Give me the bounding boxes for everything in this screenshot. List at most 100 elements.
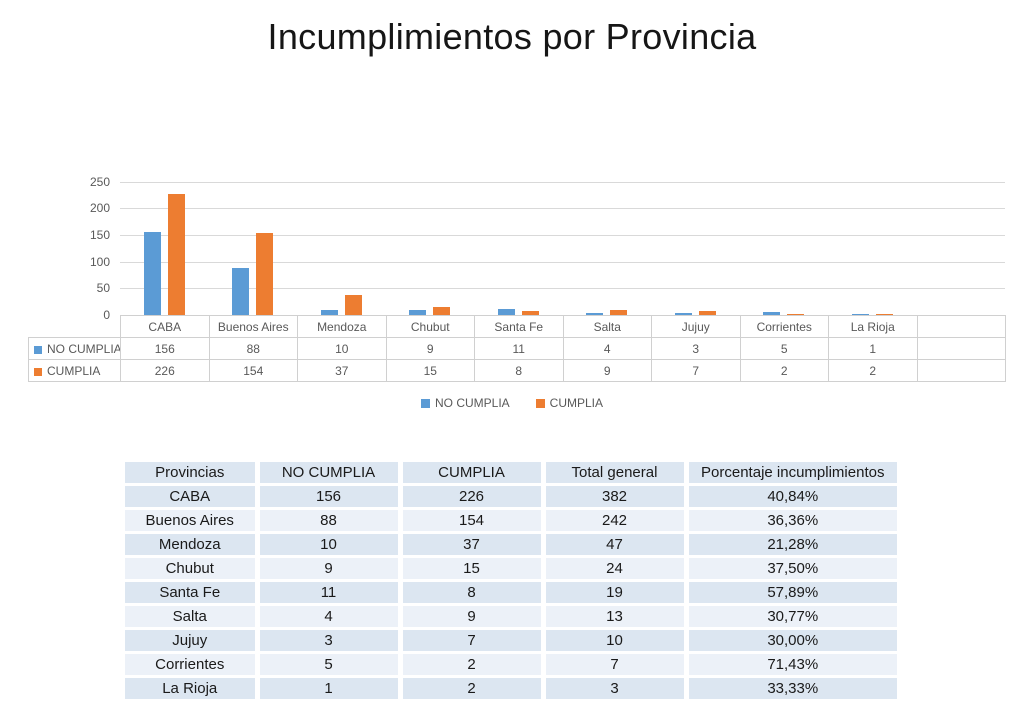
bar-cumplia-mendoza: [344, 295, 362, 315]
gridline: [120, 181, 1005, 183]
summary-cell: 4: [257, 604, 403, 630]
x-axis-category: Mendoza: [297, 315, 387, 338]
legend-label: NO CUMPLIA: [434, 396, 510, 410]
summary-row-salta: Salta 4 9 13 30,77%: [125, 604, 897, 630]
value-cell: 4: [562, 337, 652, 360]
x-axis-category-row: CABA Buenos Aires Mendoza Chubut Santa Fe Sal…: [29, 315, 1006, 338]
legend-label: CUMPLIA: [549, 396, 604, 410]
value-cell: 10: [297, 337, 387, 360]
value-cell: 7: [651, 359, 741, 382]
bar-no-cumplia-jujuy: [674, 313, 692, 315]
bar-no-cumplia-mendoza: [320, 309, 338, 315]
summary-cell: 10: [257, 532, 403, 558]
value-cell: 1: [828, 337, 918, 360]
bar-no-cumplia-salta: [586, 312, 604, 315]
summary-cell: 242: [543, 508, 689, 534]
summary-cell: 30,77%: [686, 604, 897, 630]
x-axis-category: La Rioja: [828, 315, 918, 338]
value-cell: 11: [474, 337, 564, 360]
x-axis-category: Salta: [562, 315, 652, 338]
summary-row-caba: CABA 156 226 382 40,84%: [125, 484, 897, 510]
x-axis-category: Buenos Aires: [208, 315, 298, 338]
summary-row-santa-fe: Santa Fe 11 8 19 57,89%: [125, 580, 897, 606]
chart-legend: NO CUMPLIA CUMPLIA: [0, 394, 1024, 412]
value-cell: [916, 337, 1006, 360]
summary-cell: Salta: [125, 604, 260, 630]
legend-key-icon: [34, 367, 42, 376]
summary-cell: 15: [400, 556, 546, 582]
summary-cell: 57,89%: [686, 580, 897, 606]
summary-cell: 226: [400, 484, 546, 510]
summary-cell: Mendoza: [125, 532, 260, 558]
summary-header-cell: CUMPLIA: [400, 462, 546, 486]
data-table-row-cumplia: CUMPLIA 226 154 37 15 8 9 7 2 2: [28, 359, 1006, 382]
summary-cell: 88: [257, 508, 403, 534]
bar-no-cumplia-buenos-aires: [232, 268, 250, 315]
page-title: Incumplimientos por Provincia: [267, 16, 757, 57]
value-cell: 9: [562, 359, 652, 382]
summary-cell: Chubut: [125, 556, 260, 582]
summary-cell: 382: [543, 484, 689, 510]
summary-table: Provincias NO CUMPLIA CUMPLIA Total general…: [125, 462, 897, 702]
summary-header-row: Provincias NO CUMPLIA CUMPLIA Total general…: [125, 462, 897, 486]
summary-cell: 71,43%: [686, 652, 897, 678]
summary-cell: 2: [400, 676, 546, 702]
legend-swatch-icon: [535, 398, 545, 408]
gridline: [120, 261, 1005, 263]
chart-data-table: CABA Buenos Aires Mendoza Chubut Santa Fe Sal…: [28, 315, 1006, 382]
gridline: [120, 208, 1005, 210]
bar-cumplia-buenos-aires: [256, 232, 274, 315]
summary-row-la-rioja: La Rioja 1 2 3 33,33%: [125, 676, 897, 702]
y-axis-tick-label: 50: [96, 281, 110, 296]
value-cell: [916, 359, 1006, 382]
summary-cell: 1: [257, 676, 403, 702]
bar-no-cumplia-santa-fe: [497, 309, 515, 315]
series-label-cumplia: CUMPLIA: [28, 359, 121, 382]
bar-no-cumplia-corrientes: [763, 312, 781, 315]
bar-cumplia-santa-fe: [521, 310, 539, 315]
summary-cell: CABA: [125, 484, 260, 510]
summary-cell: 3: [257, 628, 403, 654]
summary-cell: Jujuy: [125, 628, 260, 654]
value-cell: 5: [739, 337, 829, 360]
y-axis-tick-label: 0: [103, 308, 110, 322]
data-table-row-no-cumplia: NO CUMPLIA 156 88 10 9 11 4 3 5 1: [28, 337, 1006, 360]
x-axis-category: Jujuy: [651, 315, 741, 338]
bar-cumplia-caba: [167, 194, 185, 315]
value-cell: 156: [120, 337, 210, 360]
summary-header-cell: Provincias: [125, 462, 260, 486]
y-axis-tick-label: 200: [89, 201, 110, 216]
y-axis-tick-label: 150: [89, 227, 110, 242]
legend-item-no-cumplia: NO CUMPLIA: [420, 396, 510, 410]
summary-header-cell: NO CUMPLIA: [257, 462, 403, 486]
summary-cell: 19: [543, 580, 689, 606]
axis-corner: [29, 316, 121, 338]
value-cell: 15: [385, 359, 475, 382]
summary-cell: 156: [257, 484, 403, 510]
summary-cell: 30,00%: [686, 628, 897, 654]
summary-cell: 154: [400, 508, 546, 534]
value-cell: 88: [208, 337, 298, 360]
bar-cumplia-salta: [610, 310, 628, 315]
summary-cell: 3: [543, 676, 689, 702]
summary-row-jujuy: Jujuy 3 7 10 30,00%: [125, 628, 897, 654]
bar-chart: 0 50 100 150 200 250 CABA Buenos Aires Mendoza Ch…: [28, 175, 1006, 382]
summary-cell: 5: [257, 652, 403, 678]
legend-item-cumplia: CUMPLIA: [535, 396, 604, 410]
summary-cell: 47: [543, 532, 689, 558]
summary-cell: 21,28%: [686, 532, 897, 558]
bar-cumplia-jujuy: [698, 311, 716, 315]
value-cell: 154: [208, 359, 298, 382]
summary-cell: 7: [543, 652, 689, 678]
summary-cell: 36,36%: [686, 508, 897, 534]
summary-cell: 37: [400, 532, 546, 558]
value-cell: 3: [651, 337, 741, 360]
legend-key-icon: [34, 345, 42, 354]
bar-cumplia-la-rioja: [875, 313, 893, 315]
value-cell: 8: [474, 359, 564, 382]
summary-cell: 7: [400, 628, 546, 654]
y-axis-tick-label: 100: [89, 254, 110, 269]
x-axis-category: Chubut: [385, 315, 475, 338]
summary-cell: Corrientes: [125, 652, 260, 678]
summary-cell: 11: [257, 580, 403, 606]
